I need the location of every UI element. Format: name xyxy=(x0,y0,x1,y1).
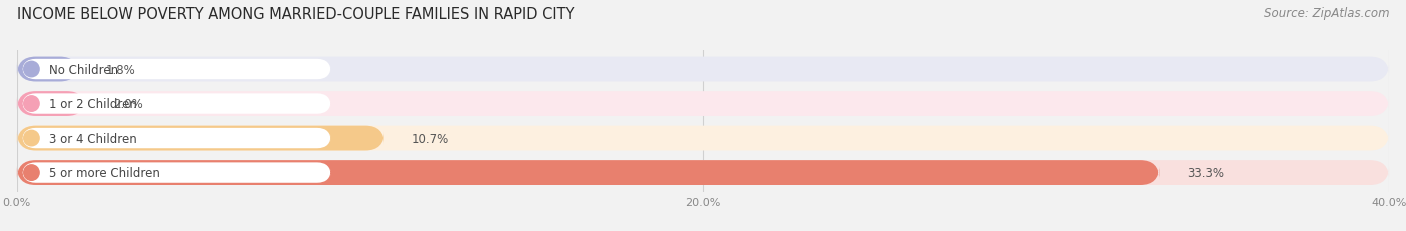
Circle shape xyxy=(24,131,39,146)
Text: 2.0%: 2.0% xyxy=(112,98,142,111)
FancyBboxPatch shape xyxy=(17,161,1160,185)
FancyBboxPatch shape xyxy=(22,60,330,80)
FancyBboxPatch shape xyxy=(22,163,330,183)
FancyBboxPatch shape xyxy=(17,161,1389,185)
FancyBboxPatch shape xyxy=(17,57,79,82)
FancyBboxPatch shape xyxy=(17,57,1389,82)
FancyBboxPatch shape xyxy=(17,126,1389,151)
Text: 10.7%: 10.7% xyxy=(412,132,449,145)
Text: 1 or 2 Children: 1 or 2 Children xyxy=(49,98,138,111)
Text: No Children: No Children xyxy=(49,63,118,76)
FancyBboxPatch shape xyxy=(22,94,330,114)
FancyBboxPatch shape xyxy=(17,92,1389,116)
Circle shape xyxy=(24,165,39,181)
Circle shape xyxy=(24,62,39,77)
Text: INCOME BELOW POVERTY AMONG MARRIED-COUPLE FAMILIES IN RAPID CITY: INCOME BELOW POVERTY AMONG MARRIED-COUPL… xyxy=(17,7,575,22)
Text: 3 or 4 Children: 3 or 4 Children xyxy=(49,132,138,145)
FancyBboxPatch shape xyxy=(17,126,384,151)
Text: 5 or more Children: 5 or more Children xyxy=(49,166,160,179)
Text: 33.3%: 33.3% xyxy=(1187,166,1223,179)
Circle shape xyxy=(24,96,39,112)
FancyBboxPatch shape xyxy=(22,128,330,149)
FancyBboxPatch shape xyxy=(17,92,86,116)
Text: Source: ZipAtlas.com: Source: ZipAtlas.com xyxy=(1264,7,1389,20)
Text: 1.8%: 1.8% xyxy=(105,63,136,76)
